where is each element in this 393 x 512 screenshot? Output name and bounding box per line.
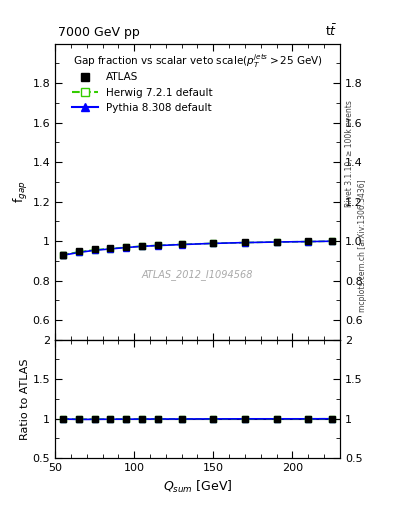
Text: Rivet 3.1.10, ≥ 100k events: Rivet 3.1.10, ≥ 100k events — [345, 100, 354, 207]
X-axis label: $Q_{sum}$ [GeV]: $Q_{sum}$ [GeV] — [163, 479, 232, 495]
Text: ATLAS_2012_I1094568: ATLAS_2012_I1094568 — [142, 269, 253, 280]
Y-axis label: f$_{gap}$: f$_{gap}$ — [12, 180, 29, 203]
Text: Gap fraction vs scalar veto scale($p_T^{jets}>$25 GeV): Gap fraction vs scalar veto scale($p_T^{… — [73, 52, 322, 70]
Text: t$\bar{t}$: t$\bar{t}$ — [325, 24, 337, 39]
Text: mcplots.cern.ch [arXiv:1306.3436]: mcplots.cern.ch [arXiv:1306.3436] — [358, 179, 367, 312]
Legend: ATLAS, Herwig 7.2.1 default, Pythia 8.308 default: ATLAS, Herwig 7.2.1 default, Pythia 8.30… — [72, 72, 213, 113]
Text: 7000 GeV pp: 7000 GeV pp — [58, 26, 140, 39]
Y-axis label: Ratio to ATLAS: Ratio to ATLAS — [20, 358, 30, 440]
